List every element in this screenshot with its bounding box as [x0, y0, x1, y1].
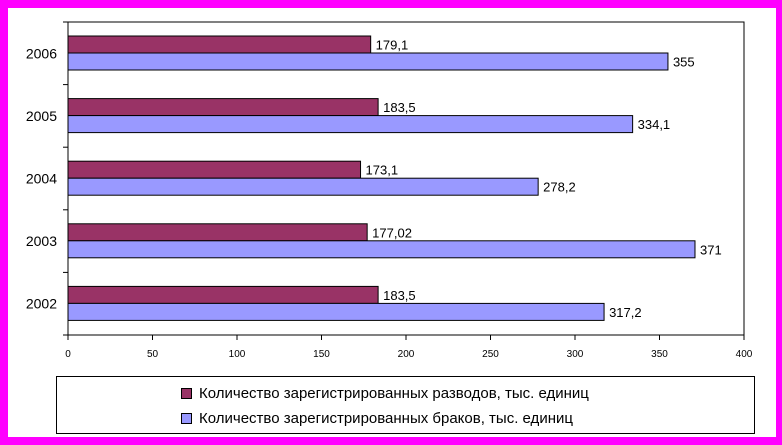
data-label: 278,2 [543, 180, 576, 195]
bar-divorces [67, 223, 368, 242]
legend-label-divorces: Количество зарегистрированных разводов, … [199, 385, 589, 402]
category-label: 2005 [26, 108, 57, 124]
bar-marriages [67, 302, 605, 321]
bar-divorces [67, 160, 362, 179]
legend-swatch-marriages [181, 413, 192, 424]
x-tick-label: 100 [229, 349, 246, 360]
legend-label-marriages: Количество зарегистрированных браков, ты… [199, 410, 573, 427]
data-label: 179,1 [376, 38, 409, 53]
data-label: 177,02 [372, 225, 412, 240]
category-label: 2006 [26, 45, 57, 61]
x-tick-label: 150 [313, 349, 330, 360]
legend-swatch-divorces [181, 388, 192, 399]
data-label: 355 [673, 55, 695, 70]
bar-marriages [67, 52, 669, 71]
bars-group [67, 35, 696, 321]
x-tick-label: 50 [147, 349, 159, 360]
category-label: 2003 [26, 233, 57, 249]
bar-divorces [67, 35, 372, 54]
bar-divorces [67, 285, 379, 304]
category-label: 2002 [26, 296, 57, 312]
legend: Количество зарегистрированных разводов, … [56, 376, 755, 434]
x-tick-label: 250 [482, 349, 499, 360]
x-tick-label: 0 [65, 349, 71, 360]
data-label: 334,1 [638, 117, 671, 132]
legend-item-divorces: Количество зарегистрированных разводов, … [181, 385, 589, 402]
x-tick-label: 400 [736, 349, 753, 360]
labels-group: 179,1 355 183,5 334,1 173,1 278,2 177,02 371 183… [366, 38, 722, 320]
x-tick-label: 200 [398, 349, 415, 360]
bar-divorces [67, 98, 379, 117]
legend-item-marriages: Количество зарегистрированных браков, ты… [181, 410, 573, 427]
data-label: 317,2 [609, 305, 642, 320]
data-label: 183,5 [383, 100, 416, 115]
bar-marriages [67, 177, 539, 196]
data-label: 371 [700, 242, 722, 257]
data-label: 183,5 [383, 288, 416, 303]
x-tick-label: 350 [651, 349, 668, 360]
data-label: 173,1 [366, 163, 399, 178]
bar-marriages [67, 240, 696, 259]
category-label: 2004 [26, 171, 57, 187]
x-tick-label: 300 [567, 349, 584, 360]
bar-marriages [67, 115, 634, 134]
